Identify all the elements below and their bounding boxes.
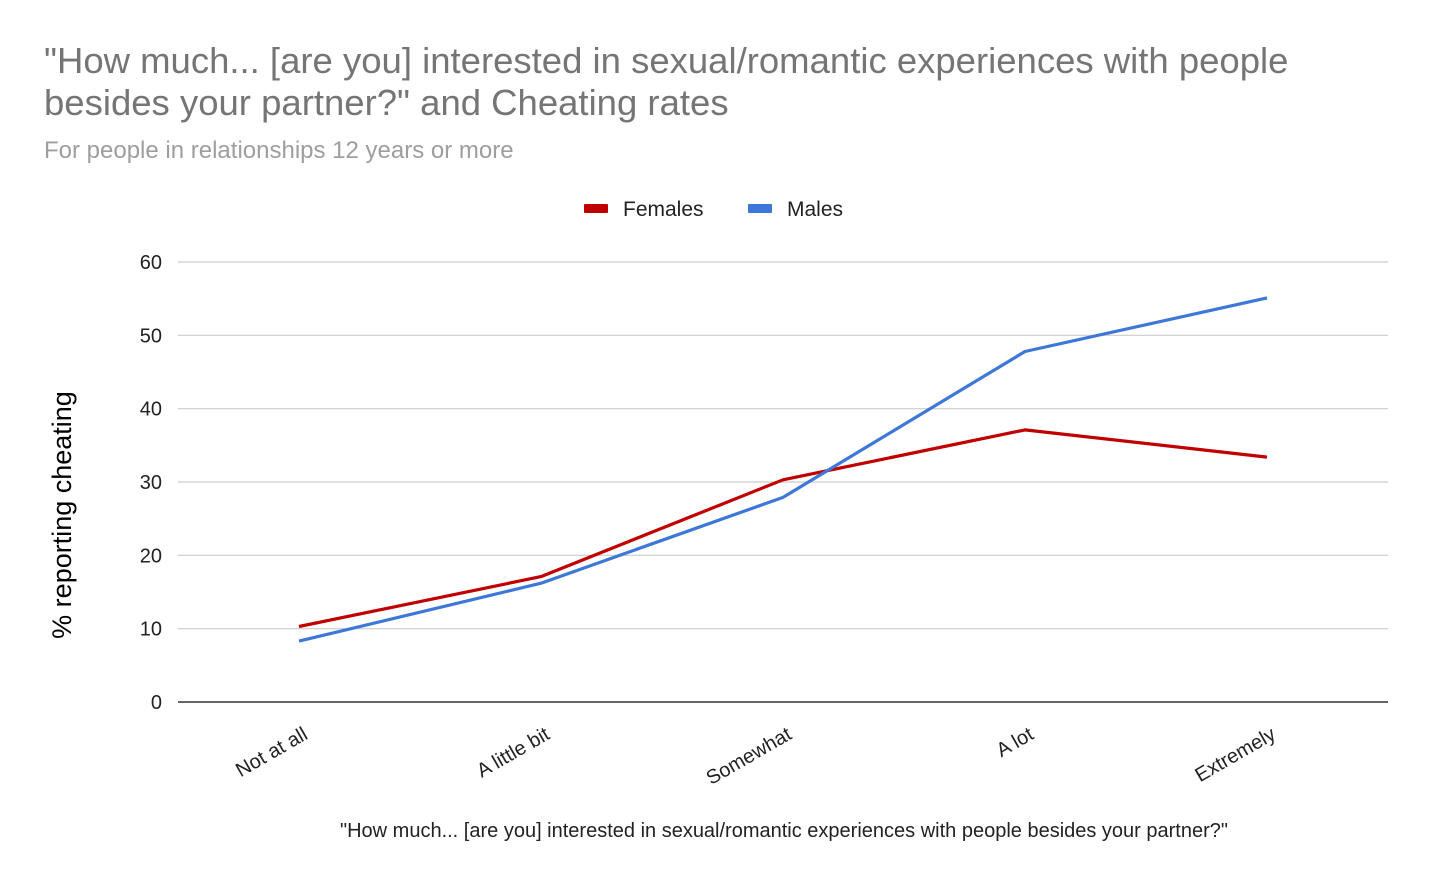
gridlines xyxy=(178,261,1388,630)
legend-swatch-males xyxy=(748,204,772,213)
y-tick-label: 50 xyxy=(140,325,162,347)
y-tick-label: 60 xyxy=(140,252,162,274)
series-line-females xyxy=(298,428,1268,629)
y-tick-label: 10 xyxy=(140,619,162,641)
x-tick-label: Not at all xyxy=(232,723,311,782)
y-tick-label: 20 xyxy=(140,545,162,567)
y-tick-label: 0 xyxy=(151,692,162,714)
series-line-males xyxy=(298,296,1268,643)
y-tick-label: 30 xyxy=(140,472,162,494)
x-tick-label: A little bit xyxy=(473,723,554,782)
x-tick-label: A lot xyxy=(993,723,1038,762)
series-lines xyxy=(298,296,1268,643)
chart-subtitle: For people in relationships 12 years or … xyxy=(44,137,514,164)
y-axis-ticks: 0 10 20 30 40 50 60 xyxy=(140,252,162,714)
x-axis-ticks: Not at all A little bit Somewhat A lot Extre… xyxy=(232,723,1279,790)
legend-label-females: Females xyxy=(623,198,704,221)
y-axis-title: % reporting cheating xyxy=(47,391,77,639)
x-axis-title: "How much... [are you] interested in sex… xyxy=(340,820,1228,842)
x-tick-label: Somewhat xyxy=(703,723,796,790)
legend: Females Males xyxy=(584,198,843,221)
y-tick-label: 40 xyxy=(140,399,162,421)
legend-label-males: Males xyxy=(787,198,843,221)
x-tick-label: Extremely xyxy=(1192,723,1280,787)
legend-swatch-females xyxy=(584,204,608,213)
chart-title: "How much... [are you] interested in sex… xyxy=(44,40,1289,123)
